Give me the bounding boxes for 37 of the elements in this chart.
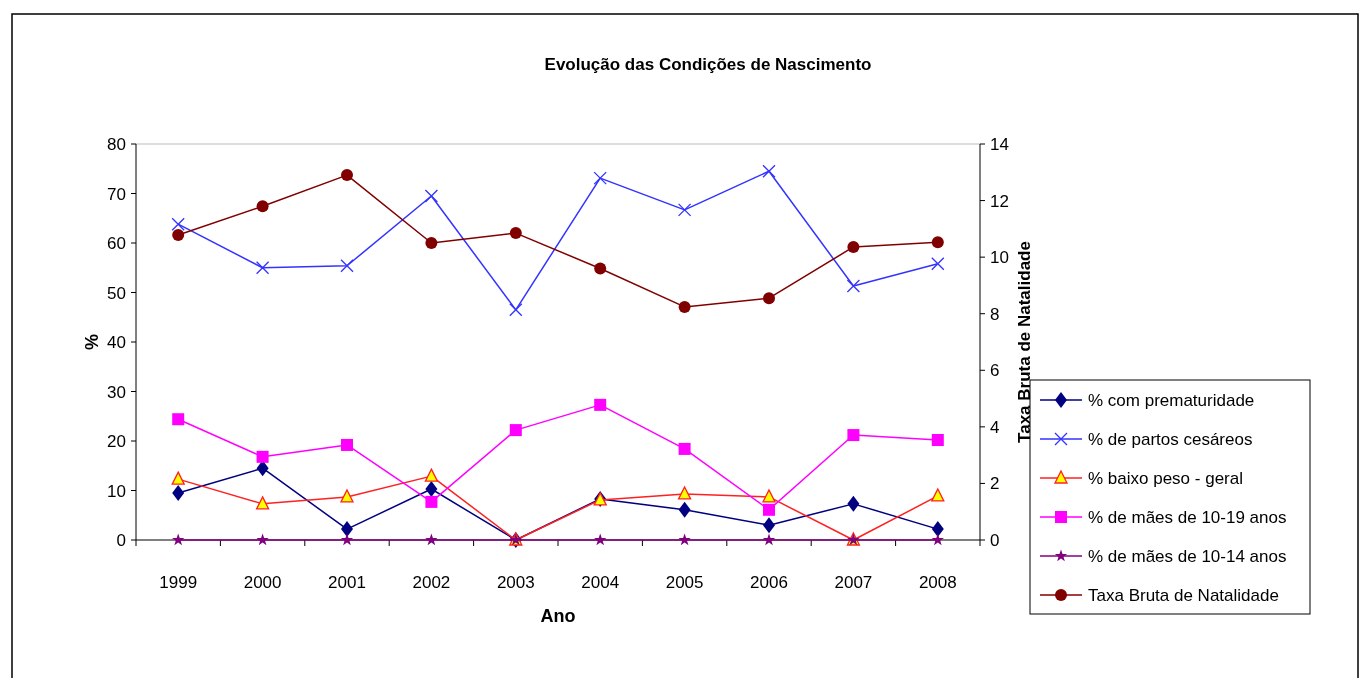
- legend-label: % baixo peso - geral: [1088, 469, 1243, 488]
- x-tick-label: 2001: [328, 573, 366, 592]
- y2-tick-label: 12: [990, 191, 1009, 211]
- legend-label: Taxa Bruta de Natalidade: [1088, 586, 1279, 605]
- y-tick-label: 0: [116, 531, 126, 550]
- y2-axis-title: Taxa Bruta de Natalidade: [1015, 241, 1034, 443]
- y-tick-label: 10: [107, 481, 126, 501]
- y-tick-label: 40: [107, 333, 126, 352]
- chart-title: Evolução das Condições de Nascimento: [544, 55, 872, 74]
- y2-tick-label: 8: [990, 304, 1000, 324]
- x-tick-label: 2002: [412, 573, 451, 592]
- y2-tick-label: 2: [990, 474, 1000, 494]
- y-tick-label: 20: [107, 432, 126, 451]
- y2-tick-label: 0: [990, 531, 1000, 550]
- y-tick-label: 30: [107, 382, 126, 402]
- x-tick-label: 2006: [750, 573, 788, 592]
- x-tick-label: 2000: [243, 573, 282, 592]
- x-tick-label: 2005: [665, 573, 704, 592]
- legend-label: % com prematuridade: [1088, 391, 1255, 410]
- x-axis-title: Ano: [540, 606, 576, 626]
- x-tick-label: 2003: [496, 573, 535, 592]
- x-tick-label: 1999: [159, 573, 198, 592]
- x-tick-label: 2007: [834, 573, 873, 592]
- y2-tick-label: 10: [990, 248, 1009, 268]
- legend-label: % de partos cesáreos: [1088, 430, 1253, 449]
- y2-tick-label: 14: [990, 135, 1009, 154]
- y-tick-label: 60: [107, 234, 126, 253]
- x-tick-label: 2004: [581, 573, 620, 592]
- y-axis-title: %: [82, 333, 102, 351]
- y-tick-label: 70: [107, 184, 126, 204]
- y-tick-label: 50: [107, 283, 126, 303]
- y2-tick-label: 6: [990, 361, 1000, 381]
- y2-tick-label: 4: [990, 417, 1000, 437]
- legend-label: % de mães de 10-19 anos: [1088, 508, 1287, 527]
- y-tick-label: 80: [107, 135, 126, 154]
- legend-label: % de mães de 10-14 anos: [1088, 547, 1287, 566]
- x-tick-label: 2008: [918, 573, 957, 592]
